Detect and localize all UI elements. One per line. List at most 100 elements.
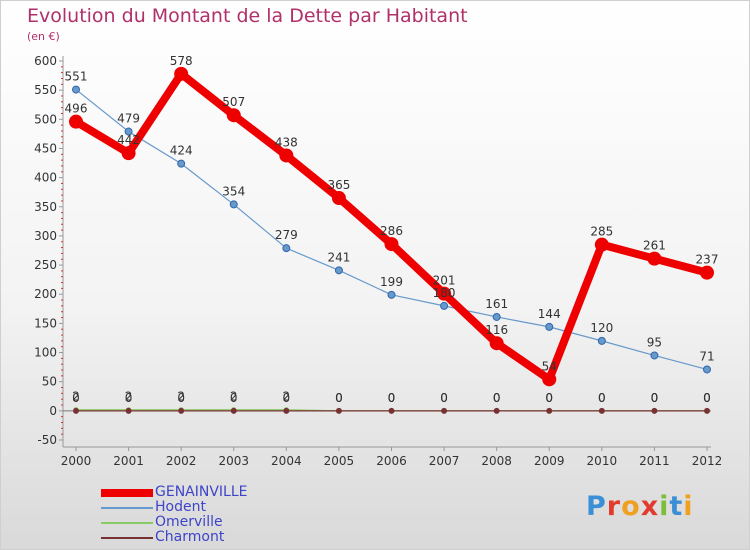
data-point	[492, 312, 501, 321]
data-label: 442	[117, 133, 140, 147]
data-label: 201	[433, 274, 456, 288]
data-point	[703, 365, 711, 374]
data-label: 279	[275, 228, 298, 242]
legend-swatch	[101, 488, 153, 497]
data-point	[594, 237, 609, 252]
data-label: 180	[433, 286, 456, 300]
y-tick-label: 0	[49, 404, 57, 418]
x-tick-label: 2006	[376, 454, 407, 468]
data-point	[651, 407, 658, 414]
data-point	[598, 407, 605, 414]
data-label: 354	[222, 184, 245, 198]
data-point	[597, 336, 606, 345]
data-point	[335, 407, 342, 414]
data-label: 0	[545, 391, 553, 405]
data-label: 507	[222, 95, 245, 109]
data-label: 2	[177, 390, 185, 404]
data-label: 144	[538, 307, 561, 321]
data-label: 0	[651, 391, 659, 405]
data-label: 0	[283, 391, 291, 405]
data-label: 496	[65, 102, 88, 116]
x-tick-label: 2003	[218, 454, 249, 468]
data-label: 2	[283, 390, 291, 404]
legend: GENAINVILLE Hodent Omerville Charmont	[101, 485, 248, 545]
data-label: 0	[388, 391, 396, 405]
data-label: 161	[485, 297, 508, 311]
legend-label: GENAINVILLE	[155, 484, 248, 500]
data-label: 365	[327, 178, 350, 192]
x-tick-label: 2001	[113, 454, 144, 468]
data-point	[387, 290, 396, 299]
legend-label: Hodent	[155, 499, 206, 515]
x-tick-label: 2007	[429, 454, 460, 468]
data-label: 285	[590, 225, 613, 239]
data-label: 438	[275, 135, 298, 149]
data-point	[384, 237, 399, 252]
data-label: 95	[647, 335, 662, 349]
x-tick-label: 2002	[166, 454, 197, 468]
data-label: 551	[65, 70, 88, 84]
data-label: 0	[493, 391, 501, 405]
data-point	[279, 148, 294, 163]
data-label: 0	[440, 391, 448, 405]
legend-label: Omerville	[155, 514, 223, 530]
data-label: 0	[335, 391, 343, 405]
data-point	[73, 407, 79, 414]
data-label: 0	[651, 391, 659, 405]
x-tick-label: 2008	[481, 454, 512, 468]
data-point	[545, 322, 554, 331]
data-label: 0	[598, 391, 606, 405]
data-point	[282, 244, 291, 253]
data-point	[440, 301, 449, 310]
data-point	[230, 407, 237, 414]
y-tick-label: 450	[34, 141, 57, 155]
data-label: 0	[493, 391, 501, 405]
y-tick-label: 350	[34, 200, 57, 214]
data-label: 2	[72, 390, 80, 404]
data-point	[125, 407, 132, 414]
data-label: 261	[643, 239, 666, 253]
chart-subtitle: (en €)	[27, 30, 60, 43]
legend-item: GENAINVILLE	[101, 485, 248, 500]
data-label: 0	[545, 391, 553, 405]
x-tick-label: 2010	[587, 454, 618, 468]
data-point	[177, 159, 186, 168]
data-label: 286	[380, 224, 403, 238]
x-tick-label: 2012	[692, 454, 723, 468]
data-point	[124, 127, 133, 136]
y-tick-label: 50	[42, 375, 57, 389]
data-label: 0	[335, 391, 343, 405]
data-label: 120	[590, 321, 613, 335]
data-label: 0	[703, 391, 711, 405]
y-tick-label: 550	[34, 83, 57, 97]
legend-swatch	[101, 506, 153, 509]
data-label: 0	[177, 391, 185, 405]
data-point	[704, 407, 710, 414]
y-tick-label: 100	[34, 346, 57, 360]
legend-item: Omerville	[101, 515, 248, 530]
data-point	[334, 266, 343, 275]
data-label: 0	[230, 391, 238, 405]
x-tick-label: 2000	[61, 454, 92, 468]
data-label: 578	[170, 54, 193, 68]
y-tick-label: 300	[34, 229, 57, 243]
proxiti-logo: Proxiti	[586, 491, 694, 522]
data-point	[493, 407, 500, 414]
data-point	[226, 108, 241, 123]
data-label: 54	[542, 359, 557, 373]
data-point	[174, 66, 189, 81]
data-point	[178, 407, 185, 414]
legend-label: Charmont	[155, 529, 225, 545]
y-tick-label: 500	[34, 112, 57, 126]
data-label: 0	[125, 391, 133, 405]
x-tick-label: 2011	[639, 454, 670, 468]
data-label: 2	[230, 390, 238, 404]
data-label: 0	[440, 391, 448, 405]
y-tick-label: 200	[34, 287, 57, 301]
data-point	[388, 407, 395, 414]
data-point	[72, 85, 80, 94]
data-point	[546, 407, 553, 414]
legend-swatch	[101, 536, 153, 539]
data-label: 241	[327, 250, 350, 264]
